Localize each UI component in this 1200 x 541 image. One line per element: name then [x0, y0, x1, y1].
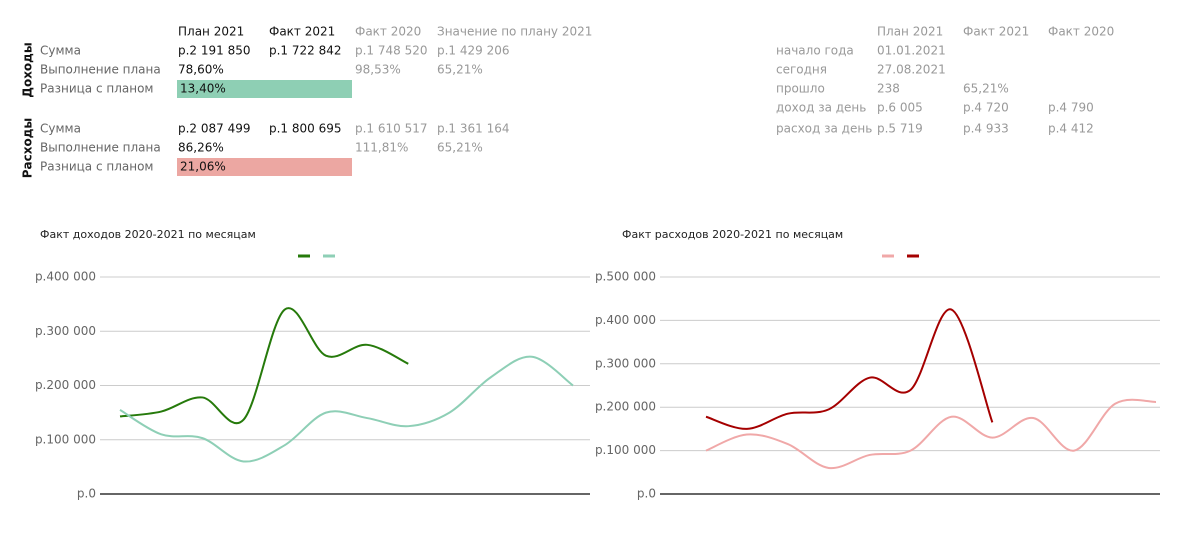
cell: р.1 722 842	[269, 44, 342, 58]
row-label: сегодня	[776, 63, 827, 77]
y-tick-label: р.400 000	[35, 270, 96, 284]
column-header: Факт 2021	[269, 25, 335, 39]
group-title: Расходы	[21, 118, 35, 179]
line-series	[119, 307, 409, 424]
y-tick-label: р.100 000	[595, 443, 656, 457]
row-label: Сумма	[40, 44, 81, 58]
y-tick-label: р.200 000	[35, 378, 96, 392]
cell: р.1 610 517	[355, 122, 428, 136]
column-header: Факт 2020	[355, 25, 421, 39]
y-tick-label: р.0	[77, 487, 96, 501]
cell: р.6 005	[877, 101, 923, 115]
cell: р.4 790	[1048, 101, 1094, 115]
row-label: расход за день	[776, 122, 872, 136]
cell: р.1 429 206	[437, 44, 510, 58]
line-series	[119, 355, 574, 463]
cell: 65,21%	[963, 82, 1009, 96]
cell: 238	[877, 82, 900, 96]
cell: р.4 933	[963, 122, 1009, 136]
y-tick-label: р.0	[637, 487, 656, 501]
cell: 13,40%	[180, 82, 226, 96]
row-label: Разница с планом	[40, 82, 153, 96]
row-label: доход за день	[776, 101, 866, 115]
group-title: Доходы	[21, 42, 35, 97]
cell: 111,81%	[355, 141, 408, 155]
cell: р.1 800 695	[269, 122, 342, 136]
y-tick-label: р.100 000	[35, 432, 96, 446]
line-series	[705, 308, 994, 430]
highlight-bar	[177, 158, 352, 176]
row-label: Разница с планом	[40, 160, 153, 174]
cell: 78,60%	[178, 63, 224, 77]
line-series	[705, 398, 1157, 470]
y-tick-label: р.200 000	[595, 400, 656, 414]
y-tick-label: р.300 000	[35, 324, 96, 338]
y-tick-label: р.300 000	[595, 356, 656, 370]
cell: р.2 087 499	[178, 122, 251, 136]
column-header: Значение по плану 2021	[437, 25, 592, 39]
row-label: Выполнение плана	[40, 141, 161, 155]
column-header: План 2021	[877, 25, 943, 39]
row-label: прошло	[776, 82, 825, 96]
chart-title: Факт расходов 2020-2021 по месяцам	[622, 228, 843, 241]
row-label: начало года	[776, 44, 854, 58]
column-header: План 2021	[178, 25, 244, 39]
y-tick-label: р.500 000	[595, 270, 656, 284]
cell: р.4 720	[963, 101, 1009, 115]
cell: р.4 412	[1048, 122, 1094, 136]
chart-title: Факт доходов 2020-2021 по месяцам	[40, 228, 256, 241]
cell: р.5 719	[877, 122, 923, 136]
cell: р.1 361 164	[437, 122, 510, 136]
cell: 65,21%	[437, 63, 483, 77]
cell: р.2 191 850	[178, 44, 251, 58]
cell: 27.08.2021	[877, 63, 946, 77]
row-label: Выполнение плана	[40, 63, 161, 77]
row-label: Сумма	[40, 122, 81, 136]
cell: 21,06%	[180, 160, 226, 174]
y-tick-label: р.400 000	[595, 313, 656, 327]
highlight-bar	[177, 80, 352, 98]
column-header: Факт 2020	[1048, 25, 1114, 39]
cell: 86,26%	[178, 141, 224, 155]
column-header: Факт 2021	[963, 25, 1029, 39]
cell: р.1 748 520	[355, 44, 428, 58]
cell: 01.01.2021	[877, 44, 946, 58]
cell: 65,21%	[437, 141, 483, 155]
cell: 98,53%	[355, 63, 401, 77]
